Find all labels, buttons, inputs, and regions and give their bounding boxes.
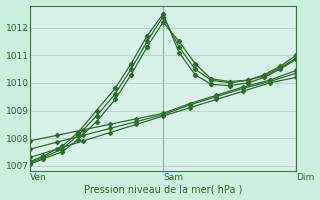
X-axis label: Pression niveau de la mer( hPa ): Pression niveau de la mer( hPa ) [84,184,242,194]
